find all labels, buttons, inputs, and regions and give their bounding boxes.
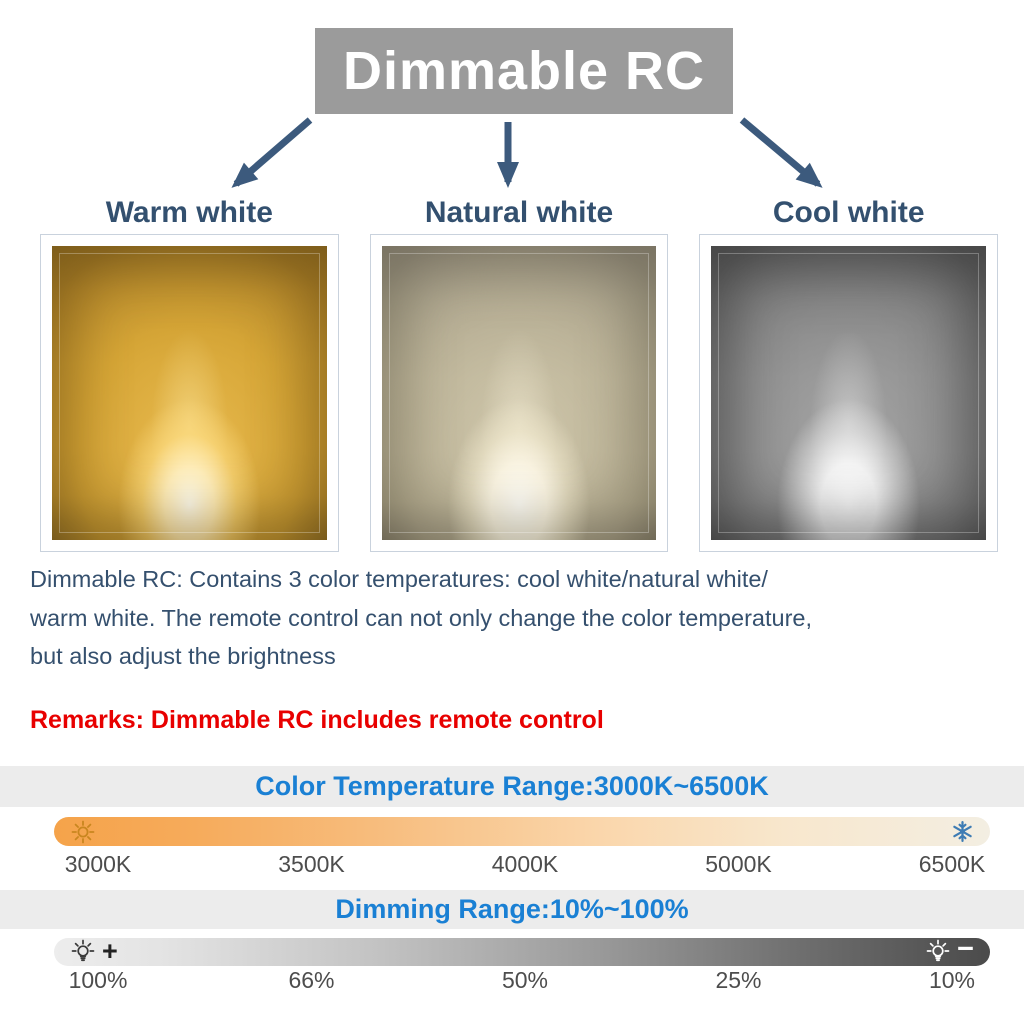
warm-white-photo-frame xyxy=(40,234,339,552)
color-temperature-heading: Color Temperature Range:3000K~6500K xyxy=(255,771,769,801)
tick-4000k: 4000K xyxy=(491,851,559,877)
product-description: Dimmable RC: Contains 3 color temperatur… xyxy=(30,560,1010,676)
brightness-decrease-icon xyxy=(926,939,950,962)
tick-25pct: 25% xyxy=(715,967,762,993)
variant-columns: Warm white Natural white Cool white xyxy=(40,196,999,552)
natural-white-light-image xyxy=(381,246,657,540)
color-temperature-heading-band: Color Temperature Range:3000K~6500K xyxy=(0,766,1024,807)
dimming-heading: Dimming Range:10%~100% xyxy=(335,894,689,924)
warm-white-light-image xyxy=(52,246,327,540)
tick-3000k: 3000K xyxy=(64,851,132,877)
description-line-3: but also adjust the brightness xyxy=(30,643,336,669)
minus-sign: − xyxy=(957,933,974,965)
variant-natural-white: Natural white xyxy=(369,196,669,552)
plus-sign: + xyxy=(102,935,118,966)
dimming-heading-band: Dimming Range:10%~100% xyxy=(0,890,1024,929)
arrow-to-cool-white-icon xyxy=(739,117,823,188)
dimming-scale-bar: + − xyxy=(54,935,990,966)
snowflake-icon xyxy=(953,820,972,843)
dim-end: − xyxy=(925,935,974,965)
page-title: Dimmable RC xyxy=(342,41,706,101)
dimming-ticks: 100% 66% 50% 25% 10% xyxy=(50,967,1000,994)
description-line-2: warm white. The remote control can not o… xyxy=(30,604,812,631)
variant-label-natural-white: Natural white xyxy=(424,196,614,229)
sun-icon xyxy=(71,820,95,843)
variant-warm-white: Warm white xyxy=(40,196,339,552)
cool-end xyxy=(951,820,974,843)
color-temperature-ticks: 3000K 3500K 4000K 5000K 6500K xyxy=(50,851,1000,878)
tick-100pct: 100% xyxy=(68,967,128,993)
brightness-increase-icon xyxy=(71,939,95,962)
cool-white-photo-frame xyxy=(699,234,999,552)
natural-white-photo-frame xyxy=(369,234,669,552)
variant-label-cool-white: Cool white xyxy=(772,196,925,229)
cool-white-light-image xyxy=(711,246,987,540)
arrow-to-warm-white-icon xyxy=(231,117,313,188)
tick-5000k: 5000K xyxy=(705,851,772,877)
remarks-text: Remarks: Dimmable RC includes remote con… xyxy=(30,706,604,734)
bright-end: + xyxy=(70,935,118,966)
tick-50pct: 50% xyxy=(501,967,549,993)
variant-label-warm-white: Warm white xyxy=(105,196,273,229)
tick-3500k: 3500K xyxy=(278,851,345,877)
description-line-1: Dimmable RC: Contains 3 color temperatur… xyxy=(30,566,768,592)
variant-cool-white: Cool white xyxy=(699,196,999,552)
warm-end xyxy=(70,819,96,845)
banner-arrows xyxy=(231,117,823,188)
title-banner: Dimmable RC xyxy=(315,28,733,114)
color-temperature-scale-bar xyxy=(54,817,990,846)
tick-66pct: 66% xyxy=(288,967,335,993)
tick-6500k: 6500K xyxy=(918,851,986,877)
tick-10pct: 10% xyxy=(928,967,976,993)
